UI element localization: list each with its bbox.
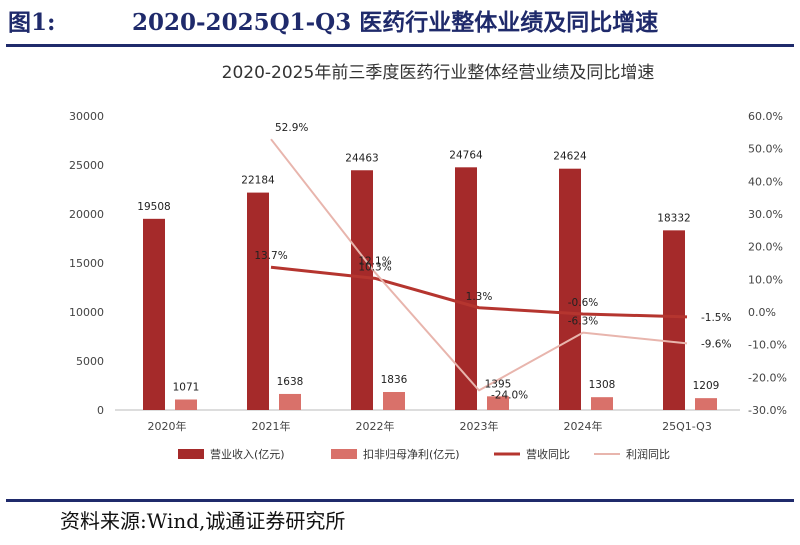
bar-value-label: 1395 (485, 378, 512, 390)
bar (351, 170, 373, 410)
bar-value-label: 18332 (657, 212, 690, 224)
y2-tick-label: -20.0% (748, 371, 787, 384)
bar (591, 397, 613, 410)
bar-value-label: 19508 (137, 201, 170, 213)
legend-label: 扣非归母净利(亿元) (363, 447, 460, 461)
bar (695, 398, 717, 410)
figure-label: 图1: (8, 9, 56, 36)
chart: 2020-2025年前三季度医药行业整体经营业绩及同比增速 0 5000 10000… (69, 63, 787, 461)
line-value-label: 1.3% (466, 291, 493, 303)
x-tick-label: 25Q1-Q3 (662, 420, 712, 433)
source-rule (6, 499, 794, 502)
y2-tick-label: 60.0% (748, 110, 783, 123)
bar-value-label: 1071 (173, 382, 200, 394)
bar-value-label: 1836 (381, 374, 408, 386)
bar-value-label: 1209 (693, 380, 720, 392)
x-axis-ticks: 2020年 2021年 2022年 2023年 2024年 25Q1-Q3 (148, 419, 712, 433)
data-labels: 19508 22184 24463 24764 24624 18332 1071 1638 18… (137, 122, 731, 401)
line-value-label: 10.3% (358, 261, 391, 273)
bar-value-label: 22184 (241, 175, 275, 187)
y2-tick-label: 50.0% (748, 143, 783, 156)
source-note: 资料来源:Wind,诚通证券研究所 (60, 509, 346, 533)
bar-value-label: 24463 (345, 152, 378, 164)
legend-swatch (178, 449, 204, 459)
legend-swatch (331, 449, 357, 459)
bar (175, 399, 197, 410)
bar (383, 392, 405, 410)
line-value-label: 13.7% (254, 250, 287, 262)
line-value-label: -9.6% (701, 338, 731, 350)
bar (559, 168, 581, 410)
left-axis-ticks: 0 5000 10000 15000 20000 25000 30000 (69, 110, 104, 417)
y-tick-label: 0 (97, 404, 104, 417)
right-axis-ticks: -30.0% -20.0% -10.0% 0.0% 10.0% 20.0% 30.0% 40.… (748, 110, 787, 417)
bar (279, 393, 301, 410)
bar (487, 396, 509, 410)
title-rule (6, 44, 794, 47)
series-line (270, 138, 688, 392)
line-value-label: -24.0% (491, 389, 528, 401)
legend: 营业收入(亿元) 扣非归母净利(亿元) 营收同比 利润同比 (178, 447, 670, 461)
legend-label: 利润同比 (626, 447, 670, 461)
bar (455, 167, 477, 410)
series-lines (270, 138, 688, 392)
bar (143, 218, 165, 410)
bar (247, 192, 269, 410)
y2-tick-label: -10.0% (748, 339, 787, 352)
y2-tick-label: 20.0% (748, 241, 783, 254)
x-tick-label: 2024年 (564, 419, 603, 433)
x-tick-label: 2021年 (252, 419, 291, 433)
x-tick-label: 2023年 (460, 419, 499, 433)
line-value-label: 52.9% (275, 122, 308, 134)
y2-tick-label: 10.0% (748, 273, 783, 286)
y-tick-label: 25000 (69, 159, 104, 172)
bar (663, 230, 685, 410)
x-tick-label: 2022年 (356, 419, 395, 433)
y-tick-label: 5000 (76, 355, 104, 368)
line-value-label: -6.3% (568, 316, 598, 328)
y2-tick-label: 0.0% (748, 306, 776, 319)
line-value-label: 12.1% (358, 255, 391, 267)
y-tick-label: 20000 (69, 208, 104, 221)
bars (143, 167, 717, 410)
y2-tick-label: 30.0% (748, 208, 783, 221)
y2-tick-label: 40.0% (748, 175, 783, 188)
y2-tick-label: -30.0% (748, 404, 787, 417)
bar-value-label: 24624 (553, 151, 587, 163)
bar-value-label: 1308 (589, 379, 616, 391)
y-tick-label: 15000 (69, 257, 104, 270)
legend-label: 营收同比 (526, 447, 570, 461)
figure-title: 图1: 2020-2025Q1-Q3 医药行业整体业绩及同比增速 (8, 6, 792, 40)
bar-value-label: 24764 (449, 149, 483, 161)
y-tick-label: 30000 (69, 110, 104, 123)
line-value-label: -1.5% (701, 312, 731, 324)
x-tick-label: 2020年 (148, 419, 187, 433)
line-value-label: -0.6% (568, 297, 598, 309)
chart-title: 2020-2025年前三季度医药行业整体经营业绩及同比增速 (222, 63, 655, 83)
legend-label: 营业收入(亿元) (210, 447, 285, 461)
y-tick-label: 10000 (69, 306, 104, 319)
figure-title-text: 2020-2025Q1-Q3 医药行业整体业绩及同比增速 (132, 9, 659, 36)
series-line (270, 265, 688, 319)
bar-value-label: 1638 (277, 376, 304, 388)
